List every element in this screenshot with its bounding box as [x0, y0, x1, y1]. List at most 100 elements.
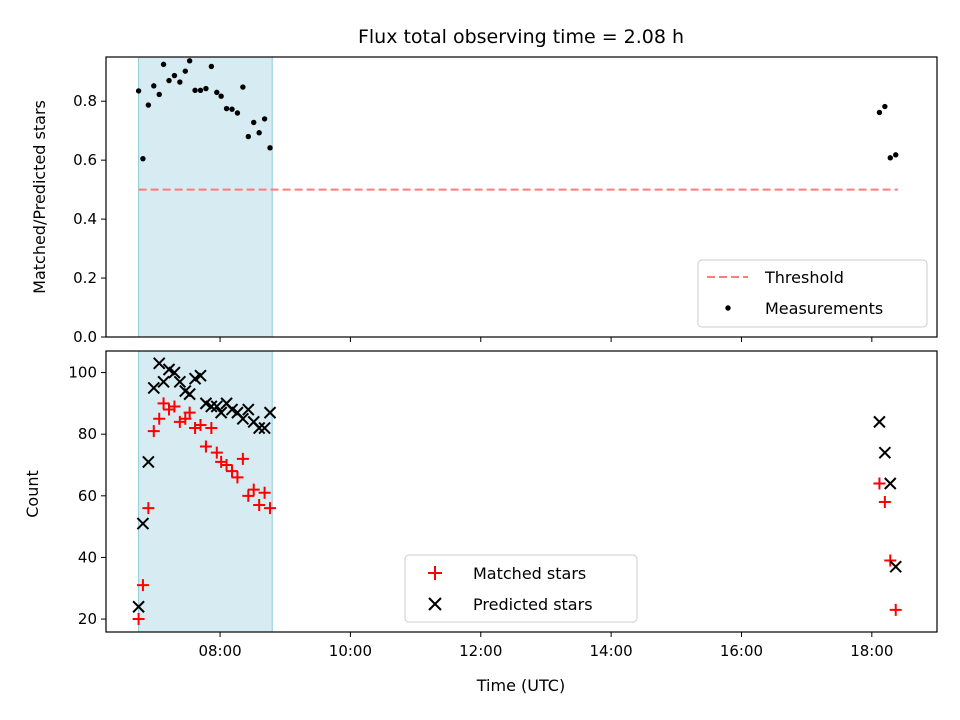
predicted-star-marker [889, 560, 902, 573]
predicted-star-marker [252, 421, 266, 435]
measurement-point [261, 116, 268, 122]
measurement-point [145, 102, 152, 108]
matched-star-marker [179, 412, 192, 425]
x-tick-label: 10:00 [329, 642, 372, 660]
matched-star-marker [153, 412, 166, 425]
y-tick-label: 0.8 [73, 92, 97, 110]
ratio-y-ticks: 0.0 0.2 0.4 0.6 0.8 [73, 92, 106, 346]
measurement-point [887, 155, 893, 161]
measurement-point [245, 133, 252, 140]
measurement-point [876, 109, 883, 116]
count-y-axis-label: Count [23, 470, 42, 518]
matched-star-marker [873, 477, 886, 490]
predicted-star-marker [884, 477, 897, 490]
measurement-point [192, 87, 198, 94]
observing-window-span [138, 56, 273, 338]
x-axis-label: Time (UTC) [476, 676, 565, 695]
measurement-point [267, 145, 273, 151]
measurement-point [135, 88, 142, 94]
predicted-star-markers [132, 357, 902, 613]
ratio-axes-frame [105, 56, 938, 338]
x-tick-label: 08:00 [198, 642, 241, 660]
matched-star-marker [247, 483, 260, 496]
measurement-point [218, 93, 224, 99]
y-tick-label: 0.2 [73, 269, 97, 287]
predicted-star-marker [173, 375, 187, 389]
predicted-star-marker [236, 412, 250, 425]
x-tick-label: 14:00 [590, 642, 633, 660]
measurement-point [186, 58, 193, 64]
matched-star-marker [889, 603, 902, 616]
ratio-legend-box [697, 259, 928, 328]
predicted-star-marker [153, 357, 166, 370]
legend-predicted-label: Predicted stars [473, 595, 593, 614]
y-tick-label: 60 [78, 487, 97, 505]
predicted-star-marker [878, 446, 892, 459]
matched-star-marker [226, 465, 239, 478]
measurement-point [214, 89, 220, 96]
matched-star-marker [878, 495, 891, 508]
y-tick-label: 0.0 [73, 328, 97, 346]
predicted-star-marker [132, 600, 145, 613]
matched-star-marker [258, 486, 271, 499]
ratio-x-ticks [219, 337, 873, 342]
y-tick-label: 0.6 [73, 151, 97, 169]
measurement-point [151, 83, 157, 89]
predicted-star-marker [142, 455, 155, 469]
predicted-star-marker [258, 421, 271, 435]
y-tick-label: 80 [78, 425, 97, 443]
matched-star-marker [136, 579, 149, 592]
predicted-star-marker [183, 387, 196, 401]
matched-star-marker [199, 440, 212, 453]
matched-star-marker [205, 422, 218, 435]
count-panel: 20 40 60 80 100 08:00 10:00 12:00 14:00 16:00 18:… [23, 350, 938, 695]
predicted-star-marker [136, 517, 150, 530]
count-y-ticks: 20 40 60 80 100 [68, 364, 106, 628]
measurement-point [234, 110, 241, 116]
matched-star-marker [210, 446, 223, 459]
measurement-point [229, 106, 235, 112]
legend-measurement-label: Measurements [765, 299, 883, 318]
chart-title: Flux total observing time = 2.08 h [358, 26, 684, 48]
measurement-point [182, 68, 188, 74]
predicted-star-marker [205, 400, 218, 413]
legend-threshold-label: Threshold [764, 268, 844, 287]
ratio-y-axis-label: Matched/Predicted stars [30, 100, 49, 294]
count-legend-box [404, 554, 638, 623]
matched-star-marker [157, 397, 170, 410]
predicted-star-marker [194, 369, 207, 382]
legend-matched-label: Matched stars [473, 564, 586, 583]
matched-star-marker [183, 406, 196, 419]
measurement-point [882, 103, 888, 110]
matched-star-markers [132, 397, 902, 626]
count-legend: Matched stars Predicted stars [404, 554, 638, 623]
x-tick-label: 12:00 [459, 642, 502, 660]
measurement-point [197, 87, 204, 94]
matched-star-marker [168, 400, 181, 413]
measurement-point [140, 155, 146, 162]
y-tick-label: 40 [78, 548, 97, 566]
matched-star-marker [253, 499, 266, 512]
ratio-legend: Threshold Measurements [697, 259, 928, 328]
legend-matched-swatch [428, 566, 442, 580]
matched-star-marker [142, 502, 155, 515]
matched-star-marker [132, 613, 145, 626]
measurement-point [251, 119, 257, 126]
predicted-star-marker [263, 406, 277, 419]
matched-star-marker [194, 418, 207, 431]
predicted-star-marker [210, 400, 224, 413]
legend-predicted-swatch [428, 597, 442, 611]
measurement-point [208, 63, 215, 70]
matched-star-marker [242, 489, 255, 502]
predicted-star-marker [157, 375, 170, 389]
measurement-points [135, 58, 899, 162]
count-axes-frame [105, 350, 938, 633]
measurement-point [177, 79, 183, 85]
measurement-point [171, 72, 178, 79]
measurement-point [223, 105, 230, 112]
x-tick-label: 18:00 [850, 642, 893, 660]
matched-star-marker [236, 452, 249, 465]
count-x-ticks: 08:00 10:00 12:00 14:00 16:00 18:00 [198, 632, 893, 660]
measurement-point [166, 77, 172, 84]
